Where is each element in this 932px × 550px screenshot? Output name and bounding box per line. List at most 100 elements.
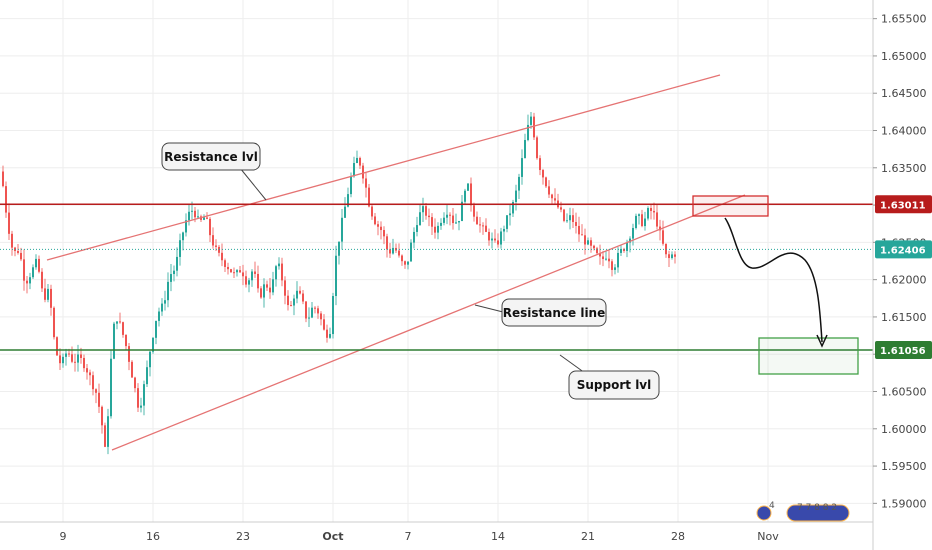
candle-body-19 [59,355,61,364]
candle-body-224 [674,254,676,257]
candle-body-43 [131,361,133,378]
time-axis[interactable]: 9 16 23 Oct 7 14 21 28 Nov [0,521,873,543]
candle-body-121 [365,178,367,188]
candle-81 [245,270,247,288]
candle-146 [440,218,442,230]
candle-body-143 [431,217,433,227]
candle-113 [341,208,343,250]
event-marker-right[interactable]: 7 7 8 8 2 [786,503,850,522]
candle-body-114 [344,206,346,218]
resistance-level-badge-label: 1.63011 [880,200,926,211]
resistance-zone-box[interactable] [692,195,769,217]
candle-body-18 [56,337,58,356]
price-tick-label-8: 1.61500 [881,311,927,324]
candle-body-190 [572,215,574,223]
projection-arrow[interactable] [724,217,823,343]
candle-body-170 [512,201,514,214]
candle-168 [506,215,508,233]
candle-138 [416,216,418,237]
current-price-badge [875,240,932,259]
candle-48 [146,360,148,387]
candle-152 [458,220,460,231]
candle-195 [587,237,589,246]
candle-132 [398,243,400,258]
candle-14 [44,278,46,303]
candle-body-187 [563,209,565,221]
candle-body-126 [380,226,382,231]
channel-upper-line[interactable] [46,74,721,261]
candle-body-205 [617,252,619,268]
candle-body-118 [356,157,358,164]
candle-body-150 [452,215,454,224]
candle-42 [128,343,130,371]
candle-89 [269,278,271,299]
candle-219 [659,219,661,241]
candle-body-96 [290,305,292,307]
candle-body-90 [272,279,274,293]
candle-body-161 [485,225,487,232]
candle-193 [581,224,583,236]
candle-114 [344,197,346,218]
candle-194 [584,228,586,255]
support-lvl-callout[interactable]: Support lvl [559,354,660,400]
candle-72 [218,245,220,257]
candle-body-153 [461,201,463,222]
channel-lower-line[interactable] [111,194,746,451]
candle-body-179 [539,158,541,171]
candle-body-167 [503,228,505,232]
candle-body-129 [389,249,391,254]
candle-103 [311,302,313,319]
candle-body-223 [671,254,673,259]
candle-55 [167,272,169,308]
candle-body-212 [638,214,640,216]
price-tick-label-12: 1.59500 [881,460,927,473]
candle-182 [548,180,550,198]
price-tick-label-3: 1.64000 [881,125,927,138]
candle-129 [389,242,391,258]
candle-body-158 [476,216,478,225]
candle-97 [293,294,295,316]
candle-body-21 [65,353,67,357]
candle-body-79 [239,270,241,273]
candle-9 [29,272,31,290]
candle-body-36 [110,358,112,417]
candle-17 [53,306,55,340]
candle-99 [299,286,301,295]
candle-93 [281,257,283,287]
horizontal-levels[interactable] [0,203,873,351]
candle-body-32 [98,392,100,407]
candle-body-101 [305,301,307,319]
candle-54 [164,290,166,311]
candle-body-33 [101,406,103,426]
candle-body-176 [530,116,532,125]
candle-87 [263,278,265,308]
candle-body-180 [542,170,544,178]
candle-body-64 [194,210,196,218]
candle-35 [107,408,109,455]
candle-body-88 [266,284,268,288]
candle-body-210 [632,227,634,239]
candle-body-168 [506,215,508,229]
candle-218 [656,204,658,230]
resistance-lvl-callout[interactable]: Resistance lvl [161,142,267,201]
target-zone-box[interactable] [758,337,859,375]
resistance-line-callout[interactable]: Resistance line [474,298,607,327]
event-marker-left[interactable]: 4 [756,501,775,521]
price-axis[interactable]: 1.65500 1.65000 1.64500 1.64000 1.63500 1.630… [872,0,927,550]
candle-20 [62,353,64,368]
projection-arrowhead [816,334,828,348]
candle-117 [353,156,355,178]
trend-lines[interactable] [46,74,746,451]
candle-83 [251,269,253,287]
candle-74 [224,258,226,273]
candle-62 [188,203,190,226]
candle-137 [413,227,415,249]
candle-body-203 [611,261,613,270]
candle-151 [455,213,457,225]
candle-body-17 [53,307,55,338]
candle-135 [407,261,409,270]
candle-body-144 [434,226,436,233]
candle-109 [329,327,331,339]
time-tick-label-4: 7 [405,530,412,543]
